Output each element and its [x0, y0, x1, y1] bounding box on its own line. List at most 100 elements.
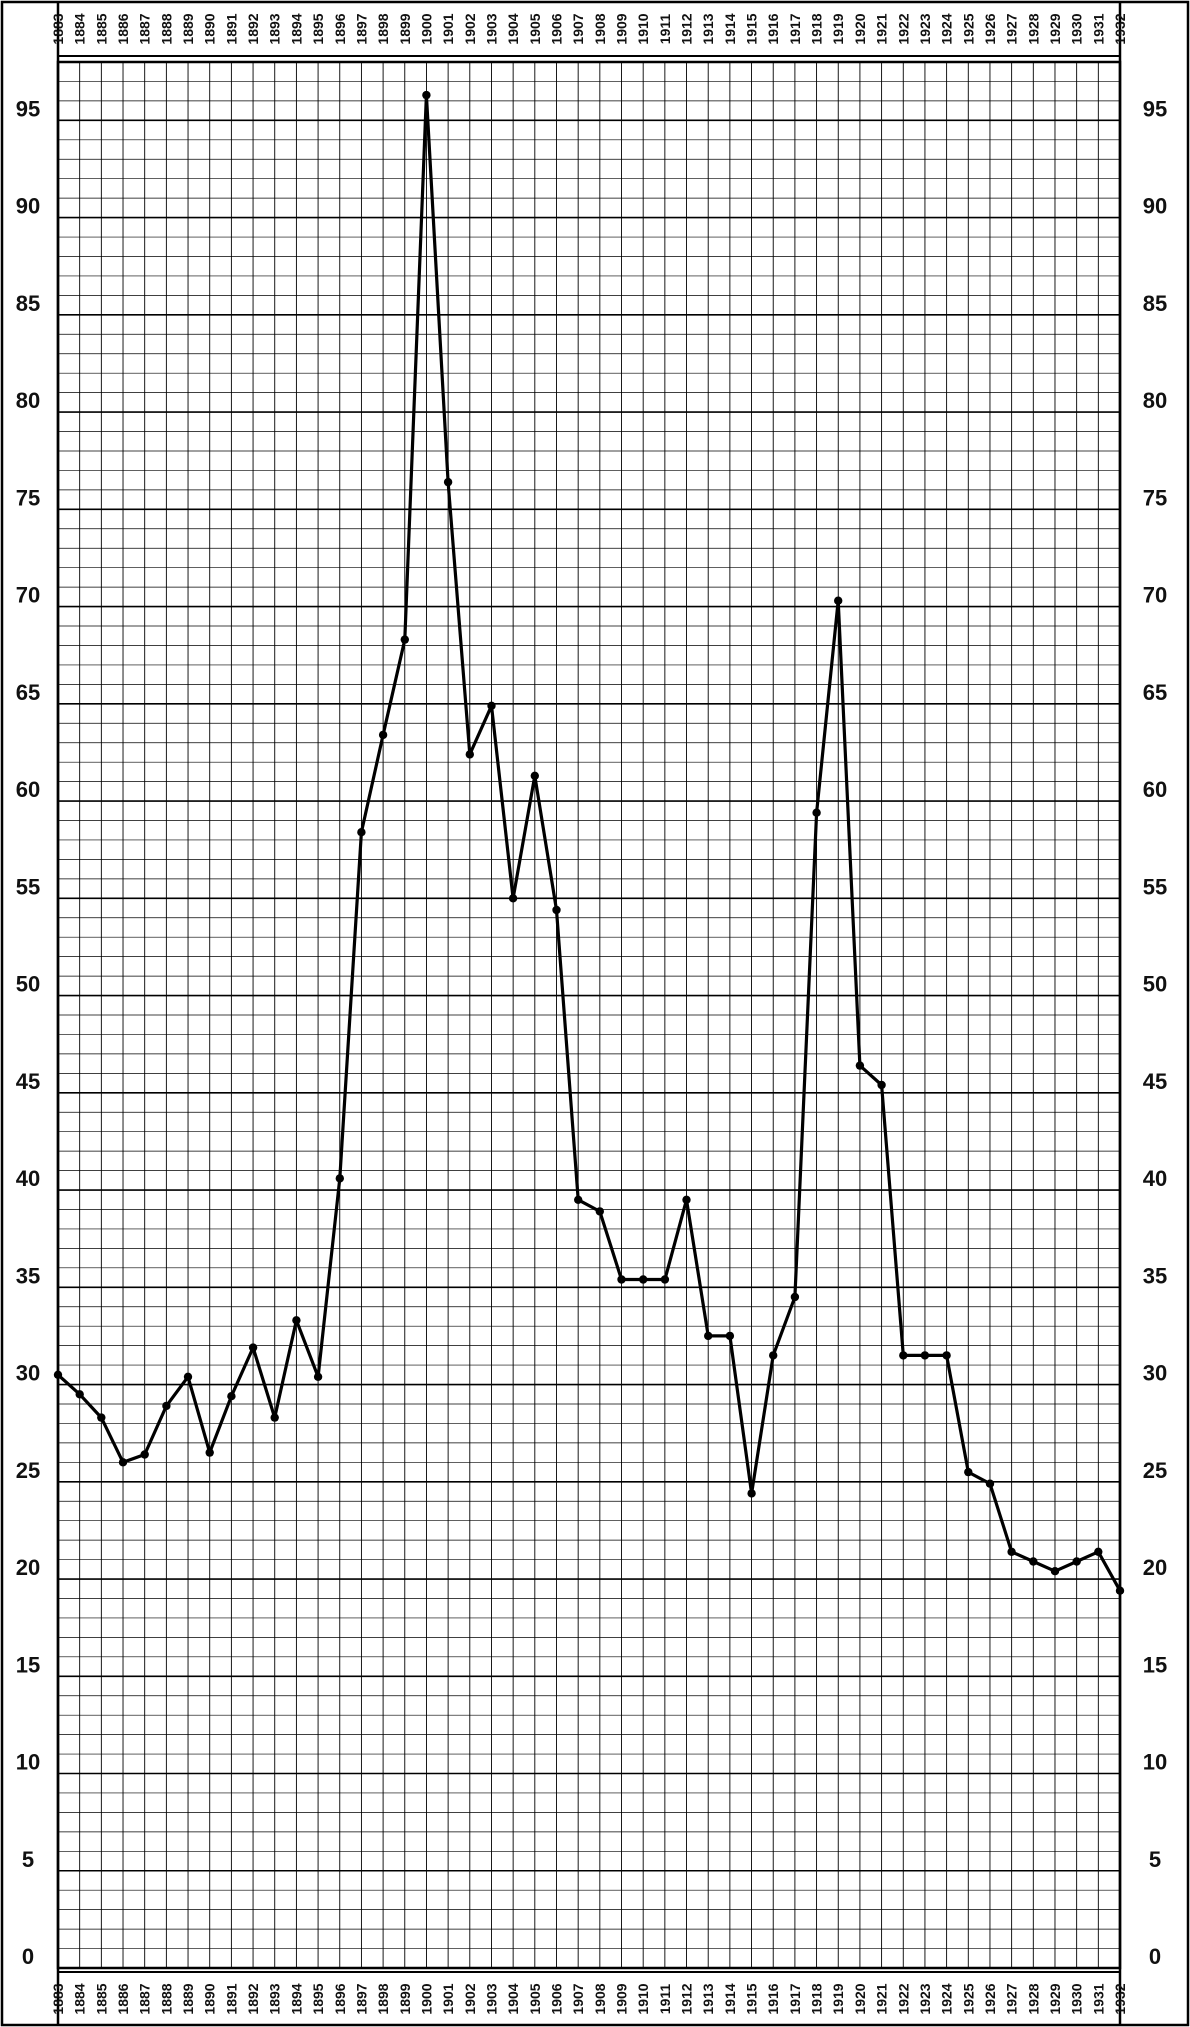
- x-tick-label: 1932: [1112, 1983, 1128, 2014]
- data-point: [1072, 1557, 1081, 1566]
- x-tick-label: 1916: [765, 13, 781, 44]
- x-axis-top: 1883 1884 1885 1886 1887 1888 1889 1890 1891 1892…: [50, 13, 1128, 44]
- x-tick-label: 1889: [180, 13, 196, 44]
- x-tick-label: 1901: [440, 1983, 456, 2014]
- x-tick-label: 1905: [527, 13, 543, 44]
- y-tick-label: 15: [16, 1652, 40, 1677]
- x-tick-label: 1929: [1047, 1983, 1063, 2014]
- y-tick-label: 60: [16, 777, 40, 802]
- y-tick-label: 5: [1149, 1847, 1161, 1872]
- x-tick-label: 1924: [939, 13, 955, 44]
- data-series: [53, 90, 1125, 1595]
- x-tick-label: 1912: [679, 1983, 695, 2014]
- x-tick-label: 1915: [744, 13, 760, 44]
- x-tick-label: 1886: [115, 1983, 131, 2014]
- x-tick-label: 1899: [397, 13, 413, 44]
- y-tick-label: 15: [1143, 1652, 1167, 1677]
- data-point: [53, 1370, 63, 1380]
- y-tick-label: 10: [16, 1750, 40, 1775]
- x-tick-label: 1916: [765, 1983, 781, 2014]
- x-tick-label: 1886: [115, 13, 131, 44]
- data-point: [227, 1392, 236, 1401]
- y-axis-left: 0 5 10 15 20 25 30 35 40 45 50 55 60 65 70 75 80 85 90 95: [16, 96, 40, 1969]
- x-tick-label: 1906: [548, 13, 564, 44]
- x-tick-label: 1885: [93, 13, 109, 44]
- data-point: [335, 1174, 344, 1183]
- data-point: [1094, 1547, 1103, 1557]
- x-tick-label: 1925: [960, 13, 976, 44]
- data-point: [617, 1275, 626, 1284]
- x-tick-label: 1913: [700, 1983, 716, 2014]
- x-tick-label: 1884: [72, 13, 88, 44]
- x-tick-label: 1902: [462, 1983, 478, 2014]
- x-tick-label: 1904: [505, 13, 521, 44]
- x-tick-label: 1914: [722, 1983, 738, 2014]
- x-tick-label: 1922: [895, 1983, 911, 2014]
- x-tick-label: 1926: [982, 13, 998, 44]
- x-tick-label: 1923: [917, 1983, 933, 2014]
- x-tick-label: 1892: [245, 13, 261, 44]
- x-tick-label: 1897: [353, 13, 369, 44]
- x-tick-label: 1912: [679, 13, 695, 44]
- data-point: [422, 90, 431, 100]
- y-tick-label: 10: [1143, 1750, 1167, 1775]
- x-tick-label: 1931: [1090, 13, 1106, 44]
- data-point: [790, 1292, 800, 1302]
- x-tick-label: 1895: [310, 1983, 326, 2014]
- y-tick-label: 65: [16, 680, 40, 705]
- data-point: [183, 1372, 193, 1382]
- x-tick-label: 1921: [874, 1983, 890, 2014]
- x-tick-label: 1908: [592, 13, 608, 44]
- data-point: [877, 1080, 886, 1090]
- x-tick-label: 1921: [874, 13, 890, 44]
- y-tick-label: 35: [16, 1263, 40, 1288]
- data-point: [704, 1331, 713, 1341]
- x-tick-label: 1931: [1090, 1983, 1106, 2014]
- data-point: [118, 1458, 128, 1467]
- x-tick-label: 1898: [375, 1983, 391, 2014]
- data-point: [682, 1195, 691, 1205]
- data-point: [530, 771, 539, 780]
- x-tick-label: 1932: [1112, 13, 1128, 44]
- y-tick-label: 90: [1143, 194, 1167, 219]
- x-tick-label: 1907: [570, 1983, 586, 2014]
- y-tick-label: 0: [1149, 1944, 1161, 1969]
- x-tick-label: 1904: [505, 1983, 521, 2014]
- x-tick-label: 1883: [50, 13, 66, 44]
- data-point: [552, 905, 561, 915]
- x-tick-label: 1903: [483, 1983, 499, 2014]
- x-axis-bottom: 1883 1884 1885 1886 1887 1888 1889 1890 1891 1892…: [50, 1983, 1128, 2014]
- y-tick-label: 25: [16, 1458, 40, 1483]
- y-tick-label: 35: [1143, 1263, 1167, 1288]
- y-tick-label: 25: [1143, 1458, 1167, 1483]
- data-point: [378, 730, 388, 740]
- data-point: [270, 1413, 279, 1422]
- x-tick-label: 1894: [288, 1983, 304, 2014]
- x-tick-label: 1899: [397, 1983, 413, 2014]
- x-tick-label: 1896: [332, 1983, 348, 2014]
- data-point: [639, 1275, 648, 1284]
- x-tick-label: 1914: [722, 13, 738, 44]
- x-tick-label: 1910: [635, 13, 651, 44]
- data-point: [313, 1372, 323, 1382]
- data-point: [1007, 1547, 1016, 1557]
- x-tick-label: 1896: [332, 13, 348, 44]
- y-tick-label: 55: [1143, 874, 1167, 899]
- data-point: [97, 1413, 106, 1422]
- data-point: [508, 894, 518, 903]
- y-tick-label: 20: [1143, 1555, 1167, 1580]
- x-tick-label: 1907: [570, 13, 586, 44]
- x-tick-label: 1917: [787, 1983, 803, 2014]
- y-tick-label: 70: [1143, 583, 1167, 608]
- y-tick-label: 20: [16, 1555, 40, 1580]
- y-tick-label: 60: [1143, 777, 1167, 802]
- data-point: [660, 1275, 670, 1284]
- x-tick-label: 1911: [657, 14, 673, 45]
- y-tick-label: 80: [1143, 388, 1167, 413]
- x-tick-label: 1901: [440, 13, 456, 44]
- data-point: [964, 1467, 973, 1477]
- x-tick-label: 1911: [657, 1984, 673, 2015]
- data-point: [1115, 1586, 1125, 1595]
- y-tick-label: 70: [16, 583, 40, 608]
